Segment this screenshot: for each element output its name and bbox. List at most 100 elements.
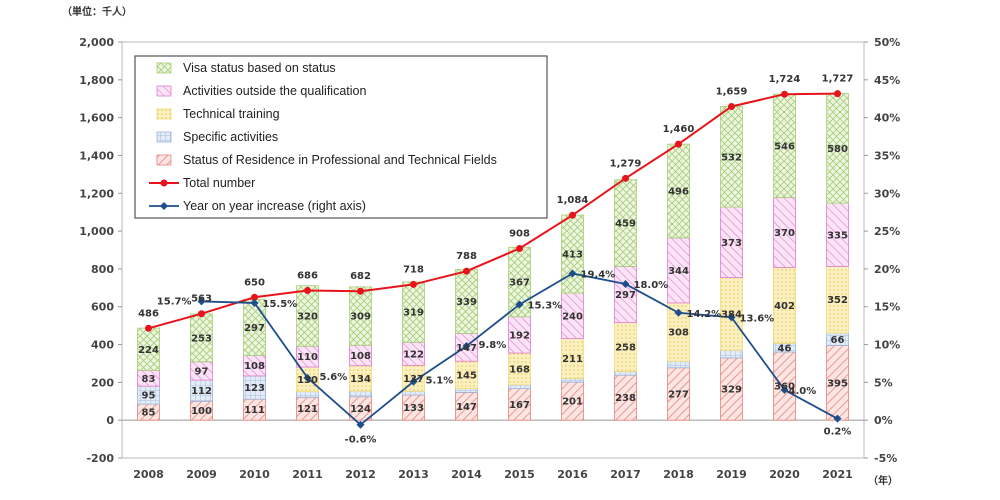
legend: Visa status based on status Activities ou…	[134, 55, 548, 219]
labels: 85 95 83 224 100 112 97 253 111 123 108 297 121 130 11…	[138, 74, 853, 446]
segment-label-spec: 95	[142, 391, 156, 402]
segment-label-spec: 112	[191, 386, 212, 397]
legend-swatch-tech	[156, 108, 172, 120]
segment-label-prof: 360	[774, 382, 795, 393]
x-tick-label: 2012	[345, 468, 376, 481]
legend-swatch-spec	[156, 131, 172, 143]
bar-segment-spec	[667, 360, 690, 369]
y-right-tick-label: 10%	[874, 339, 900, 352]
segment-label-prof: 147	[456, 402, 477, 413]
bar-segment-visa	[349, 286, 372, 346]
yoy-point	[568, 269, 577, 278]
y-left-tick-label: 0	[106, 414, 114, 427]
y-left-tick-label: 200	[91, 376, 114, 389]
segment-label-visa: 309	[350, 312, 371, 323]
y-left-tick-label: 600	[91, 301, 114, 314]
y-right-tick-label: 35%	[874, 149, 900, 162]
segment-label-prof: 329	[721, 385, 742, 396]
segment-label-tech: 168	[509, 364, 530, 375]
segment-label-prof: 277	[668, 389, 689, 400]
bar-segment-spec	[402, 390, 425, 396]
yoy-point	[621, 280, 630, 289]
segment-label-outside: 192	[509, 330, 530, 341]
plot-frame	[121, 41, 865, 459]
x-tick-label: 2017	[610, 468, 641, 481]
segment-label-prof: 121	[297, 404, 318, 415]
legend-swatch-prof	[156, 154, 172, 166]
lines	[145, 90, 842, 429]
segment-label-outside: 108	[244, 361, 265, 372]
yoy-label: 5.1%	[426, 376, 454, 387]
yoy-point	[515, 300, 524, 309]
x-tick-label: 2021	[822, 468, 853, 481]
legend-label-spec: Specific activities	[183, 130, 278, 144]
axes: -200 0 200 400 600 800 1,000 1,200 1,400 1,600 1,8…	[79, 36, 900, 481]
yoy-label: 0.2%	[824, 427, 852, 438]
segment-label-outside: 297	[615, 290, 636, 301]
total-point	[834, 90, 841, 98]
total-label: 788	[456, 251, 477, 262]
yoy-label: 4.0%	[789, 386, 817, 397]
legend-label-prof: Status of Residence in Professional and …	[183, 153, 497, 167]
segment-label-visa: 459	[615, 219, 636, 230]
y-right-tick-label: 5%	[874, 376, 893, 389]
yoy-point	[727, 313, 736, 322]
total-point	[251, 293, 258, 301]
x-tick-label: 2019	[716, 468, 747, 481]
yoy-point	[197, 297, 206, 306]
segment-label-outside: 97	[195, 366, 209, 377]
yoy-label: 19.4%	[581, 269, 616, 280]
yoy-label: 5.6%	[320, 372, 348, 383]
legend-label-visa: Visa status based on status	[183, 61, 336, 75]
y-left-tick-label: 1,400	[79, 149, 114, 162]
segment-label-prof: 85	[142, 408, 156, 419]
segment-label-outside: 108	[350, 351, 371, 362]
segment-label-tech: 211	[562, 354, 583, 365]
total-label: 686	[297, 270, 318, 281]
legend-label-total: Total number	[183, 176, 255, 190]
yoy-point	[674, 308, 683, 317]
bar-segment-visa	[296, 285, 319, 347]
total-point	[304, 286, 311, 294]
legend-label-tech: Technical training	[183, 107, 280, 121]
bars	[137, 93, 849, 421]
segment-label-outside: 122	[403, 349, 424, 360]
segment-label-outside: 370	[774, 228, 795, 239]
x-tick-label: 2013	[398, 468, 429, 481]
segment-label-prof: 238	[615, 393, 636, 404]
total-label: 1,084	[557, 195, 589, 206]
yoy-point	[356, 420, 365, 429]
bar-segment-spec	[720, 349, 743, 359]
segment-label-prof: 167	[509, 400, 530, 411]
segment-label-outside: 83	[142, 374, 156, 385]
total-label: 486	[138, 308, 159, 319]
y-left-tick-label: 2,000	[79, 36, 114, 49]
segment-label-visa: 532	[721, 152, 742, 163]
y-right-tick-label: 50%	[874, 36, 900, 49]
total-label: 718	[403, 264, 424, 275]
y-right-tick-label: 30%	[874, 187, 900, 200]
bar-segment-spec	[561, 377, 584, 383]
segment-label-visa: 320	[297, 311, 318, 322]
segment-label-outside: 147	[456, 343, 477, 354]
total-point	[410, 280, 417, 288]
yoy-label: 9.8%	[479, 340, 507, 351]
x-tick-label: 2016	[557, 468, 588, 481]
legend-swatch-visa	[156, 62, 172, 74]
segment-label-outside: 335	[827, 230, 848, 241]
segment-label-spec: 46	[778, 343, 792, 354]
legend-marker-yoy	[160, 202, 168, 210]
segment-label-outside: 344	[668, 266, 689, 277]
total-point	[357, 287, 364, 295]
segment-label-tech: 402	[774, 301, 795, 312]
segment-label-prof: 124	[350, 404, 371, 415]
x-unit-label: （年）	[868, 474, 898, 487]
total-label: 1,724	[769, 74, 801, 85]
segment-label-outside: 240	[562, 311, 583, 322]
segment-label-prof: 111	[244, 405, 265, 416]
segment-label-visa: 253	[191, 333, 212, 344]
yoy-label: 14.2%	[687, 309, 722, 320]
segment-label-prof: 100	[191, 406, 212, 417]
bar-segment-spec	[508, 384, 531, 390]
